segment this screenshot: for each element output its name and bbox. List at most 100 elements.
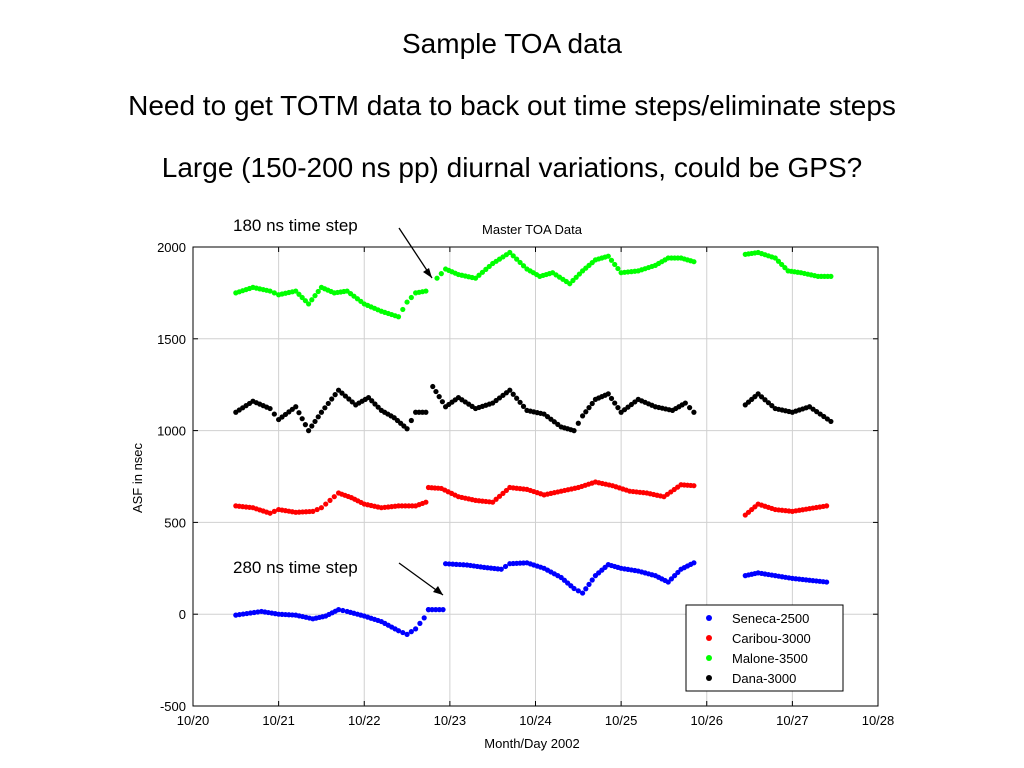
slide-bullet-2: Large (150-200 ns pp) diurnal variations…: [161, 152, 863, 183]
point-malone: [576, 271, 582, 277]
slide-title: Sample TOA data: [402, 28, 622, 59]
point-seneca: [502, 563, 509, 570]
point-seneca: [579, 590, 586, 596]
grid-lines: [193, 247, 878, 706]
point-dana: [579, 413, 586, 419]
point-dana: [339, 390, 345, 396]
slide-bullet-1: Need to get TOTM data to back out time s…: [128, 90, 896, 121]
point-dana: [608, 395, 615, 402]
point-dana: [514, 395, 520, 401]
point-seneca: [583, 586, 589, 592]
x-axis-label: Month/Day 2002: [484, 736, 579, 751]
point-dana: [296, 410, 302, 416]
point-caribou: [493, 496, 499, 502]
point-dana: [369, 398, 375, 404]
x-tick-label: 10/25: [605, 713, 638, 728]
point-dana: [575, 420, 581, 426]
point-dana: [589, 400, 595, 407]
annotation-180ns-arrowhead: [423, 268, 432, 278]
point-malone: [299, 294, 305, 301]
point-malone: [423, 288, 429, 294]
point-seneca: [425, 607, 432, 613]
point-dana: [309, 423, 315, 429]
point-dana: [315, 414, 321, 420]
point-seneca: [429, 607, 435, 613]
data-points: [233, 249, 834, 637]
point-dana: [510, 391, 516, 397]
point-seneca: [436, 607, 442, 613]
point-seneca: [400, 629, 406, 636]
point-dana: [318, 409, 325, 415]
point-caribou: [318, 505, 325, 511]
point-seneca: [691, 560, 697, 566]
point-dana: [439, 399, 445, 405]
point-malone: [775, 258, 782, 264]
point-malone: [573, 274, 579, 280]
point-dana: [586, 405, 592, 411]
point-dana: [436, 394, 442, 400]
point-malone: [483, 266, 489, 272]
point-caribou: [490, 499, 496, 505]
point-dana: [335, 387, 342, 393]
point-caribou: [824, 503, 830, 509]
point-dana: [365, 394, 372, 401]
point-malone: [691, 259, 697, 265]
legend-label-dana: Dana-3000: [732, 671, 796, 686]
point-dana: [682, 400, 688, 406]
point-malone: [612, 261, 618, 268]
legend-label-malone: Malone-3500: [732, 651, 808, 666]
y-tick-label: 1500: [157, 332, 186, 347]
point-malone: [567, 281, 573, 287]
point-dana: [408, 417, 414, 424]
point-malone: [605, 253, 611, 259]
point-seneca: [498, 566, 504, 572]
y-axis-label: ASF in nsec: [130, 442, 145, 513]
point-caribou: [500, 490, 506, 496]
point-caribou: [496, 493, 503, 499]
point-seneca: [824, 579, 830, 585]
legend-label-caribou: Caribou-3000: [732, 631, 811, 646]
point-malone: [507, 249, 513, 256]
point-dana: [322, 405, 328, 411]
point-malone: [408, 294, 414, 301]
point-caribou: [691, 483, 697, 489]
x-tick-label: 10/28: [862, 713, 895, 728]
point-caribou: [423, 499, 429, 505]
point-seneca: [672, 573, 678, 579]
annotation-280ns: 280 ns time step: [233, 558, 358, 577]
point-dana: [691, 409, 697, 415]
point-seneca: [421, 615, 427, 621]
point-seneca: [335, 607, 342, 613]
point-malone: [296, 291, 302, 297]
point-seneca: [586, 581, 592, 587]
point-dana: [615, 405, 621, 411]
point-malone: [520, 263, 527, 269]
point-seneca: [440, 607, 446, 613]
legend-marker-caribou: [706, 635, 712, 641]
point-caribou: [323, 501, 329, 507]
x-tick-label: 10/21: [262, 713, 295, 728]
point-malone: [472, 275, 479, 281]
point-dana: [762, 397, 768, 403]
axis-ticks: 10/20 10/21 10/22 10/23 10/24 10/25 10/26 10/27…: [157, 240, 894, 728]
point-malone: [486, 263, 492, 270]
point-malone: [479, 269, 486, 275]
x-tick-label: 10/23: [434, 713, 467, 728]
point-dana: [828, 418, 834, 425]
point-malone: [779, 261, 785, 268]
y-tick-label: 2000: [157, 240, 186, 255]
point-malone: [404, 299, 410, 305]
point-malone: [312, 293, 318, 299]
point-malone: [772, 255, 778, 261]
point-malone: [615, 265, 621, 272]
point-dana: [372, 401, 378, 407]
point-dana: [758, 394, 765, 400]
point-dana: [430, 383, 436, 390]
y-tick-label: 0: [179, 607, 186, 622]
annotation-180ns-arrow: [398, 227, 433, 279]
point-dana: [267, 405, 273, 412]
point-dana: [404, 426, 410, 432]
point-seneca: [665, 579, 671, 585]
legend: Seneca-2500 Caribou-3000 Malone-3500 Dana-3…: [685, 604, 844, 692]
